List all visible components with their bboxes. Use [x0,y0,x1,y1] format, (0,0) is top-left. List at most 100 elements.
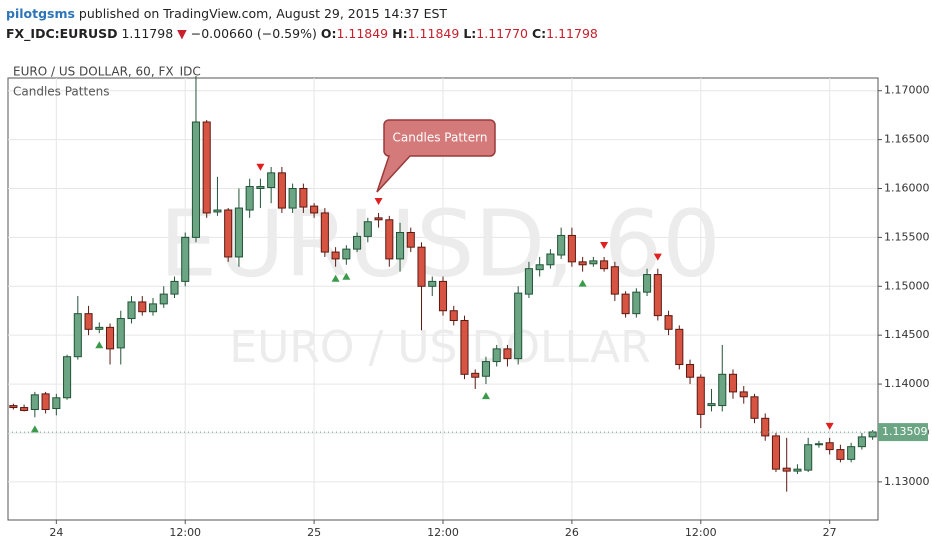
candle-body [718,373,727,407]
ohlc-label: C: [531,26,547,41]
x-tick-label: 24 [49,526,63,539]
candle-body [643,274,652,293]
candle-body [116,318,125,349]
bullish-signal [342,272,351,280]
candle-body [438,280,448,312]
candle-body [696,376,705,415]
candle-body [256,186,265,190]
price: 1.11798 [121,26,174,41]
candle-body [428,280,437,287]
candle-body [632,291,641,315]
candle-body [610,266,619,295]
symbol: FX_IDC:EURUSD [6,26,118,41]
y-tick-label: 1.16500 [884,133,930,146]
candle-body [557,234,566,256]
candle-body [589,260,598,265]
candle-body [127,301,136,320]
candle-body [664,315,673,330]
candle-body [675,328,684,366]
candle-body [707,403,716,407]
candle-body [750,396,759,419]
last-price-label: 1.13509 [882,425,928,438]
candle-body [782,467,791,472]
candle-body [191,121,201,238]
last-price-box [878,423,928,442]
candle-body [621,293,630,315]
candle-body [492,348,501,363]
candle-body [385,219,394,260]
candle-body [600,260,609,270]
quote-line: FX_IDC:EURUSD 1.11798 ▼ −0.00660 (−0.59%… [6,24,602,44]
candle-body [277,172,286,209]
author[interactable]: pilotgsms [6,6,75,21]
candle-body [503,348,512,360]
candle-body [471,372,480,378]
bearish-signal [600,241,609,249]
candle-body [213,209,222,213]
ohlc-label: O: [320,26,337,41]
down-arrow: ▼ [177,26,187,41]
candle-body [847,446,856,460]
candle-body [331,251,340,260]
candle-body [857,436,866,448]
candle-body [267,172,276,189]
candle-body [105,326,115,350]
candle-body [417,246,426,287]
bearish-signal [825,422,834,430]
ohlc-value: 1.11798 [546,26,598,41]
y-tick-label: 1.17000 [884,84,930,97]
candle-body [342,248,351,260]
bullish-signal [30,425,39,433]
candle-body [836,449,845,460]
ohlc-value: 1.11849 [336,26,389,41]
candle-body [245,186,254,211]
chart-subtitle: Candles Pattens [13,85,109,99]
ohlc-value: 1.11849 [407,26,460,41]
published: published on TradingView.com, August 29,… [78,6,448,21]
ohlc-label: H: [392,26,408,41]
candle-body [52,397,61,410]
candle-body [395,232,405,260]
candle-body [299,188,308,208]
candle-body [449,310,458,322]
ohlc-label: L: [463,26,477,41]
candle-body [9,405,18,409]
candle-body [771,435,781,470]
candle-body [814,443,823,446]
y-tick-label: 1.15000 [884,279,930,292]
bullish-signal [481,392,490,400]
x-tick-label: 12:00 [427,526,459,539]
candle-body [868,431,877,438]
candle-body [793,468,802,472]
x-tick-label: 26 [565,526,579,539]
bullish-signal [95,341,104,349]
candle-body [20,407,29,411]
candle-body [63,356,72,399]
candle-body [288,188,297,209]
candle-body [728,373,738,393]
candle-body [481,361,491,377]
candle-body [535,264,544,271]
publish-line: pilotgsms published on TradingView.com, … [6,4,602,24]
watermark-sub: EURO / US DOLLAR [229,322,650,373]
candle-body [653,274,662,317]
bearish-signal [374,197,383,205]
callout-text: Candles Pattern [393,131,488,145]
y-tick-label: 1.15500 [884,230,930,243]
y-tick-label: 1.13000 [884,475,930,488]
candle-body [30,394,39,410]
candle-body [181,236,190,282]
candle-body [224,209,233,258]
candle-body [406,232,415,248]
candle-body [84,313,93,330]
x-tick-label: 12:00 [169,526,201,539]
bullish-signal [331,274,340,282]
candle-body [804,444,813,471]
candle-body [138,301,147,313]
bearish-signal [256,163,265,171]
bullish-signal [578,279,587,287]
candle-body [761,417,770,437]
x-tick-label: 27 [823,526,837,539]
